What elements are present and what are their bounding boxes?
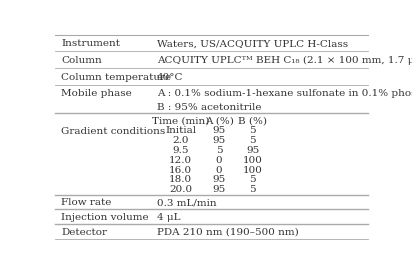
Text: 18.0: 18.0 [169, 175, 192, 184]
Text: Gradient conditions: Gradient conditions [61, 127, 165, 136]
Text: 5: 5 [249, 136, 256, 145]
Text: 40°C: 40°C [157, 72, 183, 82]
Text: Detector: Detector [61, 227, 107, 236]
Text: 100: 100 [243, 155, 262, 164]
Text: 95: 95 [213, 136, 226, 145]
Text: 16.0: 16.0 [169, 165, 192, 174]
Text: 9.5: 9.5 [173, 145, 189, 154]
Text: 5: 5 [216, 145, 222, 154]
Text: 4 μL: 4 μL [157, 212, 180, 221]
Text: 12.0: 12.0 [169, 155, 192, 164]
Text: A : 0.1% sodium-1-hexane sulfonate in 0.1% phosphoric acid: A : 0.1% sodium-1-hexane sulfonate in 0.… [157, 88, 412, 97]
Text: ACQUITY UPLCᵀᴹ BEH C₁₈ (2.1 × 100 mm, 1.7 μm): ACQUITY UPLCᵀᴹ BEH C₁₈ (2.1 × 100 mm, 1.… [157, 56, 412, 65]
Text: 95: 95 [213, 175, 226, 184]
Text: 95: 95 [213, 184, 226, 193]
Text: 100: 100 [243, 165, 262, 174]
Text: 5: 5 [249, 175, 256, 184]
Text: 2.0: 2.0 [173, 136, 189, 145]
Text: 20.0: 20.0 [169, 184, 192, 193]
Text: Time (min): Time (min) [152, 116, 210, 125]
Text: A (%): A (%) [205, 116, 234, 125]
Text: Initial: Initial [165, 126, 197, 135]
Text: Column: Column [61, 56, 102, 65]
Text: Flow rate: Flow rate [61, 198, 112, 207]
Text: 0: 0 [216, 155, 222, 164]
Text: 0: 0 [216, 165, 222, 174]
Text: Instrument: Instrument [61, 39, 120, 48]
Text: 95: 95 [213, 126, 226, 135]
Text: 5: 5 [249, 126, 256, 135]
Text: Waters, US/ACQUITY UPLC H-Class: Waters, US/ACQUITY UPLC H-Class [157, 39, 348, 48]
Text: Mobile phase: Mobile phase [61, 89, 132, 98]
Text: 0.3 mL/min: 0.3 mL/min [157, 198, 216, 207]
Text: Column temperature: Column temperature [61, 72, 171, 82]
Text: 5: 5 [249, 184, 256, 193]
Text: PDA 210 nm (190–500 nm): PDA 210 nm (190–500 nm) [157, 227, 299, 236]
Text: Injection volume: Injection volume [61, 212, 149, 221]
Text: B (%): B (%) [238, 116, 267, 125]
Text: 95: 95 [246, 145, 259, 154]
Text: B : 95% acetonitrile: B : 95% acetonitrile [157, 103, 261, 112]
